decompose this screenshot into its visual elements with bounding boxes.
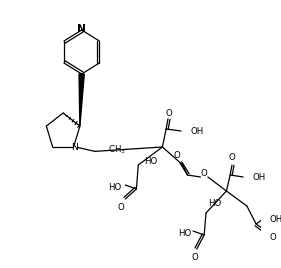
Text: HO: HO [144, 157, 158, 166]
Text: OH: OH [269, 214, 281, 224]
Text: O: O [174, 151, 181, 161]
Text: O: O [117, 203, 124, 211]
Text: HO: HO [178, 229, 191, 237]
Polygon shape [79, 74, 84, 126]
Text: O: O [192, 252, 198, 262]
Text: O: O [201, 169, 208, 177]
Text: O: O [269, 233, 276, 241]
Text: N: N [77, 24, 86, 34]
Text: OH: OH [252, 173, 266, 181]
Text: OH: OH [190, 126, 203, 136]
Text: N: N [71, 143, 78, 152]
Text: O: O [166, 109, 172, 117]
Text: HO: HO [108, 183, 122, 192]
Text: CH$_3$: CH$_3$ [108, 143, 126, 156]
Text: HO: HO [209, 199, 222, 209]
Text: O: O [229, 154, 235, 162]
